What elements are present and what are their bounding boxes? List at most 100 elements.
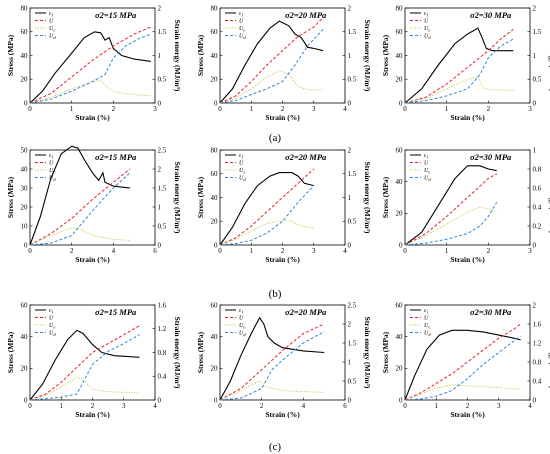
y2-tick-label: 0.8	[533, 165, 542, 173]
y-tick-label: 20	[396, 76, 404, 84]
legend-label: Ud	[49, 34, 56, 41]
y2-tick-label: 0.8	[533, 358, 542, 366]
y2-tick-label: 1.6	[158, 301, 167, 309]
x-tick-label: 0	[403, 105, 407, 113]
legend-label: Ue	[49, 26, 55, 33]
y-tick-label: 0	[399, 241, 403, 249]
y2-tick-label: 0.5	[348, 377, 357, 385]
y2-tick-label: 0	[348, 396, 352, 404]
x-tick-label: 2	[281, 247, 285, 255]
plot-frame	[219, 304, 346, 401]
y2-tick-label: 1.6	[533, 320, 542, 328]
y2-tick-label: 0.2	[533, 222, 542, 230]
x-tick-label: 3	[312, 105, 316, 113]
legend-label: Ue	[49, 323, 55, 330]
y-axis-label: Stress (MPa)	[381, 331, 390, 373]
legend-label: U	[49, 316, 54, 322]
x-tick-label: 2	[466, 402, 470, 410]
legend-label: Ud	[49, 176, 56, 183]
x-tick-label: 0	[403, 247, 407, 255]
legend-label: ε1	[239, 153, 244, 160]
x-tick-label: 2	[487, 105, 491, 113]
legend-label: U	[424, 161, 429, 167]
y-axis-label: Stress (MPa)	[196, 34, 205, 76]
y-tick-label: 20	[21, 76, 29, 84]
legend-label: U	[424, 19, 429, 25]
y-axis-label: Stress (MPa)	[196, 331, 205, 373]
y2-tick-label: 0	[348, 99, 352, 107]
x-tick-label: 3	[528, 105, 532, 113]
y-tick-label: 20	[396, 210, 404, 218]
x-axis-label: Strain (%)	[265, 255, 300, 264]
x-tick-label: 6	[153, 247, 157, 255]
y2-tick-label: 2	[158, 165, 162, 173]
y-tick-label: 40	[21, 165, 29, 173]
legend-label: ε1	[424, 153, 429, 160]
y-tick-label: 0	[214, 241, 218, 249]
y-axis-label: Stress (MPa)	[196, 176, 205, 218]
y2-tick-label: 1	[158, 52, 162, 60]
legend-label: U	[49, 19, 54, 25]
y2-tick-label: 0	[158, 99, 162, 107]
x-tick-label: 3	[312, 247, 316, 255]
legend-label: ε1	[424, 11, 429, 18]
x-axis-label: Strain (%)	[265, 410, 300, 419]
legend-label: Ud	[49, 331, 56, 338]
legend-label: ε1	[424, 308, 429, 315]
x-tick-label: 2	[112, 105, 116, 113]
x-tick-label: 0	[28, 105, 32, 113]
panel-title: σ2=30 MPa	[470, 307, 512, 317]
y2-tick-label: 0.4	[533, 203, 542, 211]
x-tick-label: 1	[70, 105, 74, 113]
x-tick-label: 3	[528, 247, 532, 255]
y2-tick-label: 1.5	[348, 170, 357, 178]
y2-tick-label: 1.5	[158, 184, 167, 192]
y2-tick-label: 0	[158, 241, 162, 249]
y-tick-label: 60	[211, 28, 219, 36]
y2-tick-label: 2	[533, 4, 537, 12]
x-tick-label: 2	[91, 402, 95, 410]
series-line-U	[29, 168, 131, 246]
series-line-Ud	[219, 331, 325, 401]
series-line-U	[219, 168, 315, 246]
x-tick-label: 4	[112, 247, 116, 255]
y2-tick-label: 1.2	[533, 339, 542, 347]
y-tick-label: 40	[211, 52, 219, 60]
x-tick-label: 4	[343, 105, 347, 113]
y-tick-label: 60	[396, 28, 404, 36]
x-tick-label: 4	[343, 247, 347, 255]
y2-axis-label: Strain energy (MJ/m³)	[363, 317, 372, 389]
y-tick-label: 0	[399, 99, 403, 107]
y-tick-label: 40	[396, 52, 404, 60]
y2-tick-label: 0.5	[348, 218, 357, 226]
series-line-U	[29, 26, 151, 104]
panel-title: σ2=20 MPa	[285, 152, 327, 162]
y2-tick-label: 0	[158, 396, 162, 404]
x-tick-label: 4	[302, 402, 306, 410]
y2-tick-label: 0.5	[348, 76, 357, 84]
y2-tick-label: 2.5	[158, 146, 167, 154]
x-axis-label: Strain (%)	[450, 113, 485, 122]
y2-axis-label: Strain energy (MJ/m³)	[363, 162, 372, 234]
y-tick-label: 20	[396, 365, 404, 373]
y2-axis-label: Strain energy (MJ/m³)	[363, 20, 372, 92]
y2-tick-label: 1	[533, 146, 537, 154]
y-tick-label: 60	[396, 146, 404, 154]
y-tick-label: 40	[21, 52, 29, 60]
panel-title: σ2=20 MPa	[285, 10, 327, 20]
y2-tick-label: 2	[348, 4, 352, 12]
series-line-ε1	[404, 165, 497, 246]
series-line-Ue	[404, 206, 497, 246]
y-tick-label: 20	[211, 76, 219, 84]
series-line-ε1	[29, 329, 140, 401]
y-tick-label: 40	[21, 333, 29, 341]
series-line-Ud	[404, 38, 514, 104]
x-tick-label: 4	[153, 402, 157, 410]
